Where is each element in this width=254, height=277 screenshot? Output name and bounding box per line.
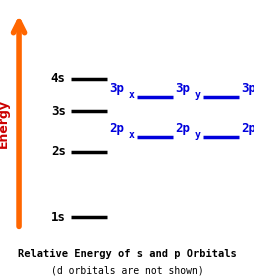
Text: 2p: 2p (175, 122, 190, 135)
Text: (d orbitals are not shown): (d orbitals are not shown) (51, 266, 203, 276)
Text: 4s: 4s (51, 72, 66, 85)
Text: Relative Energy of s and p Orbitals: Relative Energy of s and p Orbitals (18, 249, 236, 259)
Text: Energy: Energy (0, 99, 10, 148)
Text: x: x (128, 90, 134, 100)
Text: y: y (194, 130, 200, 140)
Text: 1s: 1s (51, 211, 66, 224)
Text: y: y (194, 90, 200, 100)
Text: 2p: 2p (241, 122, 254, 135)
Text: 2s: 2s (51, 145, 66, 158)
Text: 3p: 3p (241, 82, 254, 95)
Text: 3p: 3p (109, 82, 124, 95)
Text: 3p: 3p (175, 82, 190, 95)
Text: 2p: 2p (109, 122, 124, 135)
Text: 3s: 3s (51, 105, 66, 118)
Text: x: x (128, 130, 134, 140)
